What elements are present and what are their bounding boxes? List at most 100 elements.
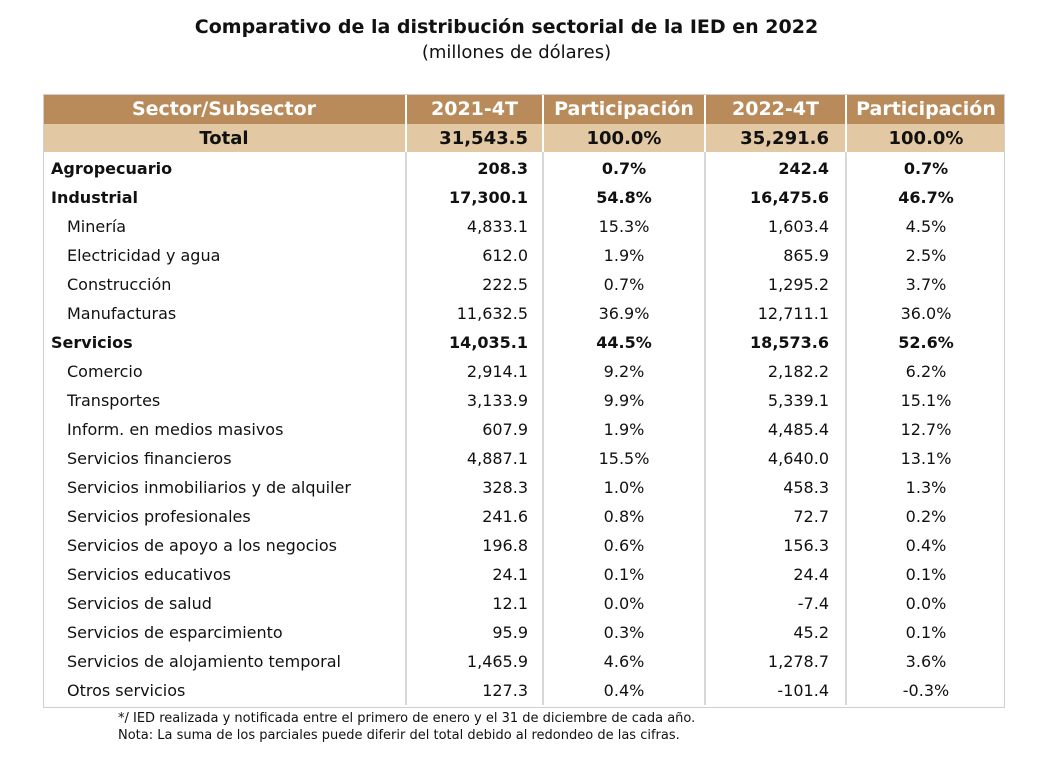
value-2021: 4,833.1 — [406, 212, 544, 241]
footnote-ied: */ IED realizada y notificada entre el p… — [118, 711, 696, 726]
total-share-2022: 100.0% — [846, 124, 1005, 152]
table-row: Agropecuario 208.3 0.7% 242.4 0.7% — [43, 152, 1005, 183]
total-value-2021: 31,543.5 — [406, 124, 544, 152]
share-2022: 52.6% — [898, 333, 954, 352]
value-2021: 4,887.1 — [406, 444, 544, 473]
value-2021: 1,465.9 — [406, 647, 544, 676]
total-label: Total — [43, 124, 407, 152]
value-2021: 3,133.9 — [406, 386, 544, 415]
table-row: Otros servicios 127.3 0.4% -101.4 -0.3% — [43, 676, 1005, 705]
share-2021: 15.3% — [543, 212, 706, 241]
share-2022: 4.5% — [905, 217, 947, 236]
share-2021: 0.4% — [543, 676, 706, 705]
share-2021: 44.5% — [543, 328, 706, 357]
value-2021: 607.9 — [406, 415, 544, 444]
value-2021: 95.9 — [406, 618, 544, 647]
table-row: Servicios de esparcimiento 95.9 0.3% 45.2 0.… — [43, 618, 1005, 647]
value-2022: 1,295.2 — [705, 270, 847, 299]
row-label: Servicios inmobiliarios y de alquiler — [43, 473, 407, 502]
value-2021: 14,035.1 — [406, 328, 544, 357]
value-2022: 865.9 — [705, 241, 847, 270]
header-year1: 2021-4T — [406, 94, 544, 124]
row-label: Transportes — [43, 386, 407, 415]
share-2022: 0.0% — [905, 594, 947, 613]
row-label: Servicios de apoyo a los negocios — [43, 531, 407, 560]
table-row: Inform. en medios masivos 607.9 1.9% 4,485.… — [43, 415, 1005, 444]
row-label: Servicios financieros — [43, 444, 407, 473]
table-row: Servicios 14,035.1 44.5% 18,573.6 52.6% — [43, 328, 1005, 357]
row-label: Electricidad y agua — [43, 241, 407, 270]
value-2021: 17,300.1 — [406, 183, 544, 212]
value-2022: 156.3 — [705, 531, 847, 560]
header-year2: 2022-4T — [705, 94, 847, 124]
share-2022: -0.3% — [902, 681, 950, 700]
ied-table: Sector/Subsector 2021-4T Participación 2… — [43, 94, 1005, 705]
share-2021: 1.9% — [543, 241, 706, 270]
share-2021: 9.2% — [543, 357, 706, 386]
header-share2: Participación — [846, 94, 1005, 124]
value-2022: -7.4 — [705, 589, 847, 618]
table-row: Servicios de apoyo a los negocios 196.8 0.… — [43, 531, 1005, 560]
value-2022: 1,603.4 — [705, 212, 847, 241]
share-2022: 2.5% — [905, 246, 947, 265]
row-label: Agropecuario — [43, 152, 407, 183]
footnote-rounding: Nota: La suma de los parciales puede dif… — [118, 728, 680, 743]
table-row: Servicios inmobiliarios y de alquiler 328… — [43, 473, 1005, 502]
share-2021: 4.6% — [543, 647, 706, 676]
share-2021: 15.5% — [543, 444, 706, 473]
value-2021: 24.1 — [406, 560, 544, 589]
value-2022: 4,485.4 — [705, 415, 847, 444]
share-2022: 15.1% — [900, 391, 952, 410]
row-label: Inform. en medios masivos — [43, 415, 407, 444]
table-body: Agropecuario 208.3 0.7% 242.4 0.7% Industrial… — [43, 152, 1005, 705]
row-label: Manufacturas — [43, 299, 407, 328]
row-label: Servicios educativos — [43, 560, 407, 589]
footnotes: */ IED realizada y notificada entre el p… — [118, 710, 695, 744]
row-label: Servicios de salud — [43, 589, 407, 618]
value-2021: 222.5 — [406, 270, 544, 299]
share-2021: 0.0% — [543, 589, 706, 618]
share-2022: 0.1% — [905, 565, 947, 584]
value-2022: 16,475.6 — [705, 183, 847, 212]
share-2022: 0.1% — [905, 623, 947, 642]
value-2022: 18,573.6 — [705, 328, 847, 357]
table-row: Servicios de alojamiento temporal 1,465.9… — [43, 647, 1005, 676]
value-2022: 24.4 — [705, 560, 847, 589]
share-2022: 1.3% — [905, 478, 947, 497]
value-2022: 1,278.7 — [705, 647, 847, 676]
share-2022: 36.0% — [900, 304, 952, 323]
row-label: Minería — [43, 212, 407, 241]
value-2021: 127.3 — [406, 676, 544, 705]
share-2021: 0.3% — [543, 618, 706, 647]
total-row: Total 31,543.5 100.0% 35,291.6 100.0% — [43, 124, 1005, 152]
table-row: Industrial 17,300.1 54.8% 16,475.6 46.7% — [43, 183, 1005, 212]
value-2021: 12.1 — [406, 589, 544, 618]
value-2022: 12,711.1 — [705, 299, 847, 328]
value-2021: 328.3 — [406, 473, 544, 502]
table-row: Manufacturas 11,632.5 36.9% 12,711.1 36.0% — [43, 299, 1005, 328]
value-2022: 242.4 — [705, 152, 847, 183]
share-2021: 0.7% — [543, 270, 706, 299]
share-2021: 1.9% — [543, 415, 706, 444]
value-2022: -101.4 — [705, 676, 847, 705]
share-2022: 6.2% — [905, 362, 947, 381]
table-row: Servicios financieros 4,887.1 15.5% 4,640.0… — [43, 444, 1005, 473]
row-label: Servicios — [43, 328, 407, 357]
share-2021: 1.0% — [543, 473, 706, 502]
row-label: Servicios profesionales — [43, 502, 407, 531]
value-2022: 458.3 — [705, 473, 847, 502]
share-2022: 0.7% — [903, 159, 949, 178]
share-2021: 36.9% — [543, 299, 706, 328]
page-title: Comparativo de la distribución sectorial… — [194, 16, 819, 38]
total-share-2021: 100.0% — [543, 124, 706, 152]
table-row: Transportes 3,133.9 9.9% 5,339.1 15.1% — [43, 386, 1005, 415]
table-row: Electricidad y agua 612.0 1.9% 865.9 2.5% — [43, 241, 1005, 270]
value-2022: 4,640.0 — [705, 444, 847, 473]
row-label: Servicios de esparcimiento — [43, 618, 407, 647]
value-2022: 2,182.2 — [705, 357, 847, 386]
share-2021: 0.6% — [543, 531, 706, 560]
total-value-2022: 35,291.6 — [705, 124, 847, 152]
value-2022: 72.7 — [705, 502, 847, 531]
row-label: Comercio — [43, 357, 407, 386]
table-row: Minería 4,833.1 15.3% 1,603.4 4.5% — [43, 212, 1005, 241]
